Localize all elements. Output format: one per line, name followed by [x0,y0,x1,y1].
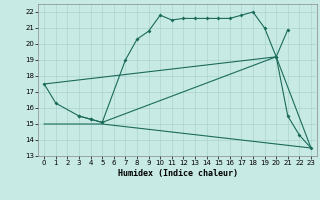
X-axis label: Humidex (Indice chaleur): Humidex (Indice chaleur) [118,169,238,178]
